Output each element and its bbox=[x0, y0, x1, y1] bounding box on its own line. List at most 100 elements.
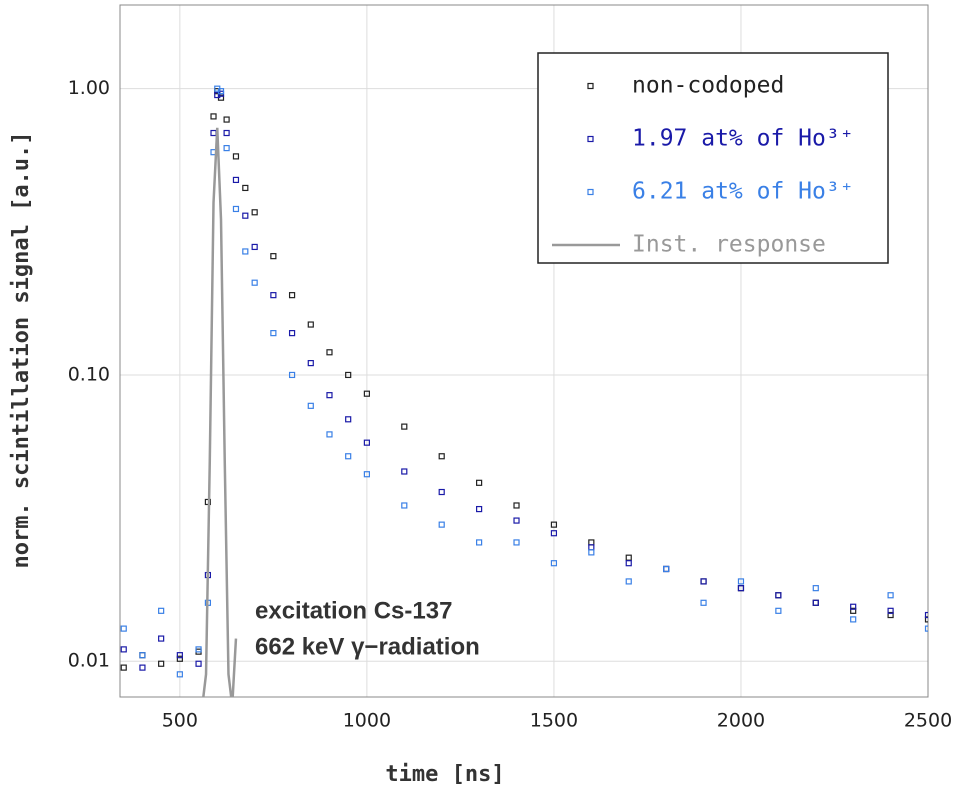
point bbox=[438, 488, 445, 496]
point bbox=[158, 607, 165, 614]
point bbox=[158, 635, 165, 642]
point bbox=[700, 578, 707, 585]
point bbox=[850, 607, 857, 614]
point bbox=[326, 349, 333, 356]
point bbox=[850, 603, 857, 610]
point bbox=[345, 453, 352, 460]
plot-area bbox=[120, 85, 928, 697]
point bbox=[195, 646, 202, 653]
point bbox=[195, 660, 202, 667]
point bbox=[513, 539, 520, 546]
legend-label: 1.97 at% of Ho³⁺ bbox=[632, 126, 854, 152]
point bbox=[775, 592, 782, 599]
point bbox=[251, 279, 258, 286]
point bbox=[812, 599, 819, 606]
point bbox=[223, 116, 230, 123]
point bbox=[812, 585, 819, 592]
point bbox=[120, 625, 127, 632]
point bbox=[270, 253, 277, 260]
point bbox=[326, 392, 333, 399]
point bbox=[345, 416, 352, 423]
point bbox=[887, 611, 894, 619]
point bbox=[120, 646, 127, 653]
point bbox=[625, 560, 632, 567]
point bbox=[775, 592, 782, 599]
point bbox=[924, 625, 928, 632]
point bbox=[158, 660, 165, 667]
response-line bbox=[202, 127, 238, 697]
point bbox=[345, 371, 352, 379]
annotation: excitation Cs-137 bbox=[255, 597, 452, 624]
point bbox=[850, 616, 857, 623]
point bbox=[401, 468, 408, 475]
point bbox=[924, 616, 928, 623]
point bbox=[401, 502, 408, 509]
point bbox=[476, 505, 483, 513]
y-tick-label: 1.00 bbox=[68, 77, 110, 99]
point bbox=[363, 439, 370, 446]
legend-label: 6.21 at% of Ho³⁺ bbox=[632, 179, 854, 205]
point bbox=[663, 565, 670, 573]
point bbox=[737, 578, 745, 585]
point bbox=[737, 585, 745, 592]
point bbox=[288, 292, 296, 299]
point bbox=[251, 243, 258, 251]
point bbox=[775, 607, 782, 614]
point bbox=[242, 212, 249, 219]
legend-marker bbox=[587, 188, 594, 196]
point bbox=[176, 671, 183, 678]
point bbox=[232, 153, 240, 160]
y-tick-label: 0.10 bbox=[68, 363, 110, 385]
legend-label: Inst. response bbox=[632, 232, 826, 258]
point bbox=[210, 129, 217, 137]
point bbox=[307, 321, 314, 328]
x-axis-label: time [ns] bbox=[385, 762, 504, 787]
point bbox=[139, 664, 146, 671]
x-tick-label: 1000 bbox=[343, 710, 391, 732]
y-axis-label: norm. scintillation signal [a.u.] bbox=[9, 131, 34, 568]
point bbox=[307, 360, 314, 367]
point bbox=[307, 402, 314, 409]
point bbox=[251, 209, 258, 216]
point bbox=[120, 664, 127, 671]
point bbox=[700, 578, 707, 585]
legend-marker bbox=[587, 82, 594, 90]
point bbox=[270, 292, 277, 299]
point bbox=[476, 539, 483, 546]
x-tick-label: 1500 bbox=[530, 710, 578, 732]
point bbox=[242, 184, 249, 192]
point bbox=[139, 652, 146, 659]
point bbox=[210, 113, 217, 120]
point bbox=[513, 502, 520, 509]
point bbox=[663, 565, 670, 573]
point bbox=[625, 554, 632, 561]
point bbox=[176, 652, 183, 659]
point bbox=[438, 521, 445, 528]
annotation: 662 keV γ−radiation bbox=[255, 633, 480, 660]
legend-box bbox=[537, 52, 889, 264]
point bbox=[223, 145, 230, 152]
legend-marker bbox=[587, 135, 594, 143]
point bbox=[232, 205, 240, 213]
point bbox=[326, 431, 333, 438]
plot-frame bbox=[119, 4, 929, 698]
point bbox=[588, 544, 595, 551]
point bbox=[288, 371, 296, 379]
y-tick-label: 0.01 bbox=[68, 650, 110, 672]
point bbox=[232, 176, 240, 184]
point bbox=[176, 655, 183, 662]
point bbox=[217, 88, 225, 95]
x-tick-label: 500 bbox=[162, 710, 198, 732]
point bbox=[588, 549, 595, 556]
point bbox=[214, 91, 221, 99]
point bbox=[812, 599, 819, 606]
point bbox=[223, 129, 230, 137]
point bbox=[700, 599, 707, 606]
point bbox=[588, 539, 595, 546]
point bbox=[924, 611, 928, 619]
point bbox=[438, 453, 445, 460]
point bbox=[550, 560, 558, 567]
x-tick-label: 2500 bbox=[904, 710, 952, 732]
point bbox=[887, 592, 894, 599]
